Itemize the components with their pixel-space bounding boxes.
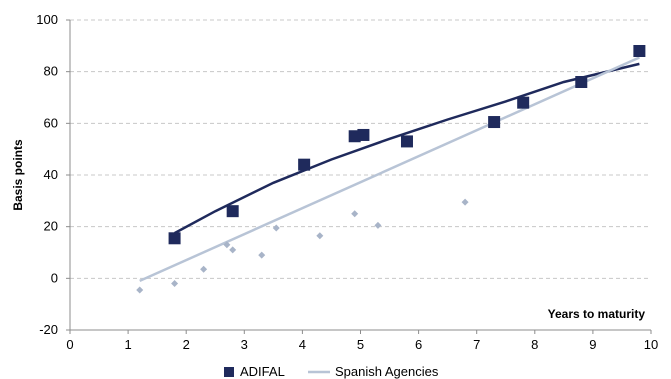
y-tick-label: 60 (44, 115, 58, 130)
x-tick-label: 10 (644, 337, 658, 352)
spanish-agencies-point (374, 221, 382, 229)
trend-lines (139, 56, 640, 283)
axes (66, 19, 652, 334)
spanish-agencies-point (351, 210, 359, 218)
y-tick-label: 100 (36, 12, 58, 27)
y-tick-label: 0 (51, 270, 58, 285)
x-tick-label: 3 (241, 337, 248, 352)
x-tick-label: 5 (357, 337, 364, 352)
x-tick-label: 4 (299, 337, 306, 352)
adifal-trend-line (174, 62, 640, 235)
adifal-point (575, 76, 588, 88)
tick-labels: -20 0 20 40 60 80 100 0 1 2 3 4 5 6 7 8 9 10 (36, 12, 658, 352)
legend-label-spanish-agencies: Spanish Agencies (335, 364, 439, 379)
data-points (136, 45, 646, 294)
y-tick-label: 40 (44, 167, 58, 182)
spanish-agencies-trend-line (139, 56, 640, 283)
adifal-point (517, 96, 530, 109)
legend-swatch-adifal (224, 367, 234, 377)
adifal-point (400, 135, 413, 148)
legend: ADIFAL Spanish Agencies (224, 364, 439, 379)
y-axis-label: Basis points (11, 139, 25, 211)
x-tick-label: 1 (124, 337, 131, 352)
gridlines (70, 19, 651, 279)
x-tick-label: 2 (183, 337, 190, 352)
x-tick-label: 8 (531, 337, 538, 352)
y-tick-label: -20 (39, 322, 58, 337)
y-tick-label: 20 (44, 219, 58, 234)
spanish-agencies-point (223, 241, 231, 249)
adifal-point (298, 158, 311, 171)
spanish-agencies-point (171, 280, 179, 287)
adifal-point (226, 205, 239, 218)
spanish-agencies-point (136, 286, 144, 294)
spanish-agencies-point (272, 224, 280, 232)
adifal-point (168, 232, 181, 245)
spanish-agencies-point (258, 251, 266, 259)
spanish-agencies-point (200, 265, 208, 273)
x-tick-label: 6 (415, 337, 422, 352)
spanish-agencies-point (316, 232, 324, 240)
x-tick-label: 7 (473, 337, 480, 352)
spanish-agencies-point (461, 198, 469, 206)
legend-label-adifal: ADIFAL (240, 364, 285, 379)
adifal-point (633, 45, 646, 57)
spanish-agencies-point (229, 246, 237, 254)
x-axis-label: Years to maturity (548, 307, 646, 321)
adifal-point (488, 116, 501, 129)
y-tick-label: 80 (44, 64, 58, 79)
x-tick-label: 0 (66, 337, 73, 352)
adifal-point (357, 128, 370, 141)
x-tick-label: 9 (589, 337, 596, 352)
